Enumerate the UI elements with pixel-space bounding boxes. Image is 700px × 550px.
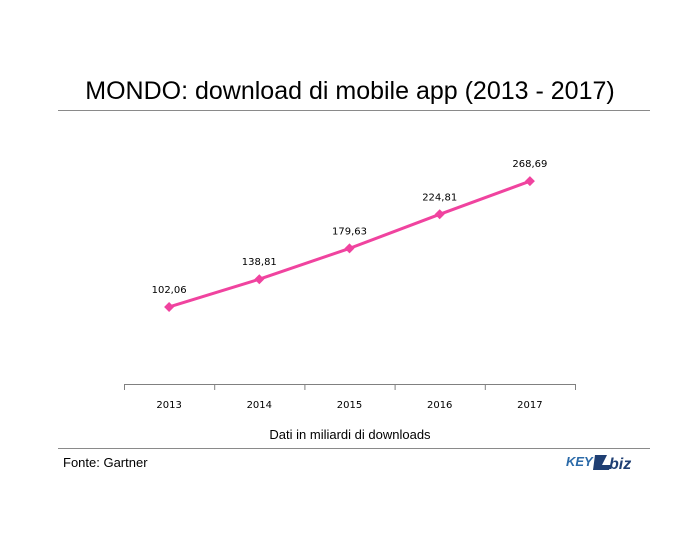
svg-text:biz: biz <box>609 456 631 473</box>
svg-text:KEY: KEY <box>566 454 594 469</box>
x-tick-label: 2017 <box>517 400 542 411</box>
x-tick-label: 2013 <box>156 400 181 411</box>
data-point-marker <box>344 243 355 254</box>
x-axis: 2013 2014 2015 2016 2017 <box>124 384 576 411</box>
data-point-marker <box>524 176 535 187</box>
title-divider <box>58 110 650 111</box>
data-point-marker <box>164 301 175 312</box>
key4biz-logo: KEY biz <box>566 454 631 473</box>
chart-note: Dati in miliardi di downloads <box>269 427 431 442</box>
source-text: Fonte: Gartner <box>63 455 148 470</box>
data-label: 102,06 <box>152 285 187 296</box>
x-tick-label: 2014 <box>247 400 272 411</box>
data-label-layer: 102,06 138,81 179,63 224,81 268,69 <box>152 159 548 296</box>
data-label: 268,69 <box>512 159 547 170</box>
footer-divider <box>58 448 650 449</box>
series-layer <box>164 176 535 312</box>
x-tick-label: 2015 <box>337 400 362 411</box>
data-label: 179,63 <box>332 226 367 237</box>
x-tick-label: 2016 <box>427 400 452 411</box>
logo-4-mark <box>593 455 611 470</box>
data-label: 224,81 <box>422 192 457 203</box>
chart-title: MONDO: download di mobile app (2013 - 20… <box>85 77 615 105</box>
data-label: 138,81 <box>242 257 277 268</box>
data-point-marker <box>254 274 265 285</box>
data-point-marker <box>434 209 445 220</box>
